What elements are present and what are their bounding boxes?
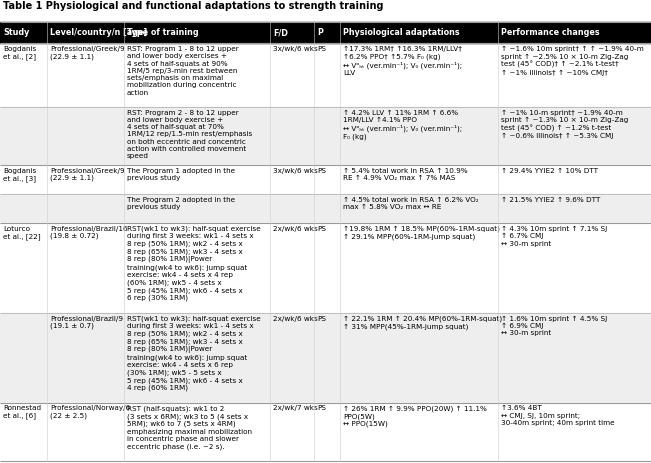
Text: 2x/wk/6 wks: 2x/wk/6 wks — [273, 316, 318, 321]
Text: ↑ ~1.6% 10m sprint† ↑ ↑ ~1.9% 40-m
sprint ↑ ~2.5% 10 × 10-m Zig-Zag
test (45° CO: ↑ ~1.6% 10m sprint† ↑ ↑ ~1.9% 40-m sprin… — [501, 46, 644, 76]
Text: ↑ 1.6% 10m sprint ↑ 4.5% SJ
↑ 6.9% CMJ
↔ 30-m sprint: ↑ 1.6% 10m sprint ↑ 4.5% SJ ↑ 6.9% CMJ ↔… — [501, 316, 607, 336]
Text: ↑17.3% 1RM† ↑16.3% 1RM/LLV†
↑6.2% PPO† ↑5.7% F₀ (kg)
↔ Vᵒₕₜ (ver.min⁻¹); V₀ (ver: ↑17.3% 1RM† ↑16.3% 1RM/LLV† ↑6.2% PPO† ↑… — [343, 46, 462, 76]
Text: Performance changes: Performance changes — [501, 28, 600, 38]
Text: The Program 1 adopted in the
previous study: The Program 1 adopted in the previous st… — [127, 168, 235, 181]
Text: RST (half-squats): wk1 to 2
(3 sets x 6RM); wk3 to 5 (4 sets x
5RM); wk6 to 7 (5: RST (half-squats): wk1 to 2 (3 sets x 6R… — [127, 405, 252, 450]
Text: ↑ 5.4% total work in RSA ↑ 10.9%
RE ↑ 4.9% VO₂ max ↑ 7% MAS: ↑ 5.4% total work in RSA ↑ 10.9% RE ↑ 4.… — [343, 168, 467, 181]
Text: RST: Program 2 - 8 to 12 upper
and lower body exercise +
4 sets of half-squat at: RST: Program 2 - 8 to 12 upper and lower… — [127, 110, 252, 159]
Text: ↑ 4.5% total work in RSA ↑ 6.2% VO₂
max ↑ 5.8% VO₂ max ↔ RE: ↑ 4.5% total work in RSA ↑ 6.2% VO₂ max … — [343, 197, 478, 210]
Text: Level/country/n [age]: Level/country/n [age] — [50, 28, 147, 38]
Text: 3x/wk/6 wks: 3x/wk/6 wks — [273, 168, 318, 174]
Bar — [0, 107, 651, 165]
Bar — [0, 194, 651, 223]
Text: Ronnestad
et al., [6]: Ronnestad et al., [6] — [3, 405, 42, 419]
Bar — [0, 402, 651, 461]
Text: PS: PS — [318, 226, 327, 232]
Text: RST(wk1 to wk3): half-squat exercise
during first 3 weeks: wk1 - 4 sets x
8 rep : RST(wk1 to wk3): half-squat exercise dur… — [127, 316, 260, 391]
Text: ↑3.6% 4BT
↔ CMJ, SJ, 10m sprint;
30-40m sprint; 40m sprint time: ↑3.6% 4BT ↔ CMJ, SJ, 10m sprint; 30-40m … — [501, 405, 615, 426]
Text: ↑ 4.2% LLV ↑ 11% 1RM ↑ 6.6%
1RM/LLV ↑4.1% PPO
↔ Vᵒₕₜ (ver.min⁻¹); V₀ (ver.min⁻¹): ↑ 4.2% LLV ↑ 11% 1RM ↑ 6.6% 1RM/LLV ↑4.1… — [343, 110, 462, 140]
Text: Professional/Greek/9
(22.9 ± 1.1): Professional/Greek/9 (22.9 ± 1.1) — [50, 46, 125, 60]
Text: F/D: F/D — [273, 28, 288, 38]
Text: RST: Program 1 - 8 to 12 upper
and lower body exercises +
4 sets of half-squats : RST: Program 1 - 8 to 12 upper and lower… — [127, 46, 239, 96]
Bar — [0, 22, 651, 44]
Bar — [0, 165, 651, 194]
Text: Table 1 Physiological and functional adaptations to strength training: Table 1 Physiological and functional ada… — [3, 1, 383, 12]
Text: Professional/Brazil/9
(19.1 ± 0.7): Professional/Brazil/9 (19.1 ± 0.7) — [50, 316, 123, 329]
Text: 2x/wk/6 wks: 2x/wk/6 wks — [273, 226, 318, 232]
Text: RST(wk1 to wk3): half-squat exercise
during first 3 weeks: wk1 - 4 sets x
8 rep : RST(wk1 to wk3): half-squat exercise dur… — [127, 226, 260, 301]
Text: ↑ 4.3% 10m sprint ↑ 7.1% SJ
↑ 6.7% CMJ
↔ 30-m sprint: ↑ 4.3% 10m sprint ↑ 7.1% SJ ↑ 6.7% CMJ ↔… — [501, 226, 607, 246]
Text: P: P — [318, 28, 324, 38]
Text: Professional/Greek/9
(22.9 ± 1.1): Professional/Greek/9 (22.9 ± 1.1) — [50, 168, 125, 181]
Text: The Program 2 adopted in the
previous study: The Program 2 adopted in the previous st… — [127, 197, 235, 210]
Text: ↑ 22.1% 1RM ↑ 20.4% MP(60%-1RM-squat)
↑ 31% MPP(45%-1RM-jump squat): ↑ 22.1% 1RM ↑ 20.4% MP(60%-1RM-squat) ↑ … — [343, 316, 502, 330]
Bar — [0, 313, 651, 402]
Text: Bogdanis
et al., [3]: Bogdanis et al., [3] — [3, 168, 36, 181]
Text: ↑ ~1% 10-m sprint† ~1.9% 40-m
sprint ↑ ~1.3% 10 × 10-m Zig-Zag
test (45° COD) ↑ : ↑ ~1% 10-m sprint† ~1.9% 40-m sprint ↑ ~… — [501, 110, 629, 139]
Text: ↑ 26% 1RM ↑ 9.9% PPO(20W) ↑ 11.1%
PPO(5W)
↔ PPO(15W): ↑ 26% 1RM ↑ 9.9% PPO(20W) ↑ 11.1% PPO(5W… — [343, 405, 487, 427]
Text: PS: PS — [318, 316, 327, 321]
Text: Bogdanis
et al., [2]: Bogdanis et al., [2] — [3, 46, 36, 60]
Text: Type of training: Type of training — [127, 28, 199, 38]
Text: ↑ 29.4% YYIE2 ↑ 10% DTT: ↑ 29.4% YYIE2 ↑ 10% DTT — [501, 168, 598, 174]
Text: Physiological adaptations: Physiological adaptations — [343, 28, 460, 38]
Text: Loturco
et al., [22]: Loturco et al., [22] — [3, 226, 41, 240]
Text: PS: PS — [318, 405, 327, 411]
Text: Study: Study — [3, 28, 30, 38]
Text: PS: PS — [318, 46, 327, 52]
Text: 3x/wk/6 wks: 3x/wk/6 wks — [273, 46, 318, 52]
Text: ↑19.8% 1RM ↑ 18.5% MP(60%-1RM-squat)
↑ 29.1% MPP(60%-1RM-jump squat): ↑19.8% 1RM ↑ 18.5% MP(60%-1RM-squat) ↑ 2… — [343, 226, 500, 240]
Text: Professional/Norway/6
(22 ± 2.5): Professional/Norway/6 (22 ± 2.5) — [50, 405, 130, 419]
Bar — [0, 44, 651, 107]
Text: PS: PS — [318, 168, 327, 174]
Bar — [0, 223, 651, 313]
Text: Professional/Brazil/16
(19.8 ± 0.72): Professional/Brazil/16 (19.8 ± 0.72) — [50, 226, 128, 239]
Text: 2x/wk/7 wks: 2x/wk/7 wks — [273, 405, 318, 411]
Text: ↑ 21.5% YYIE2 ↑ 9.6% DTT: ↑ 21.5% YYIE2 ↑ 9.6% DTT — [501, 197, 600, 203]
